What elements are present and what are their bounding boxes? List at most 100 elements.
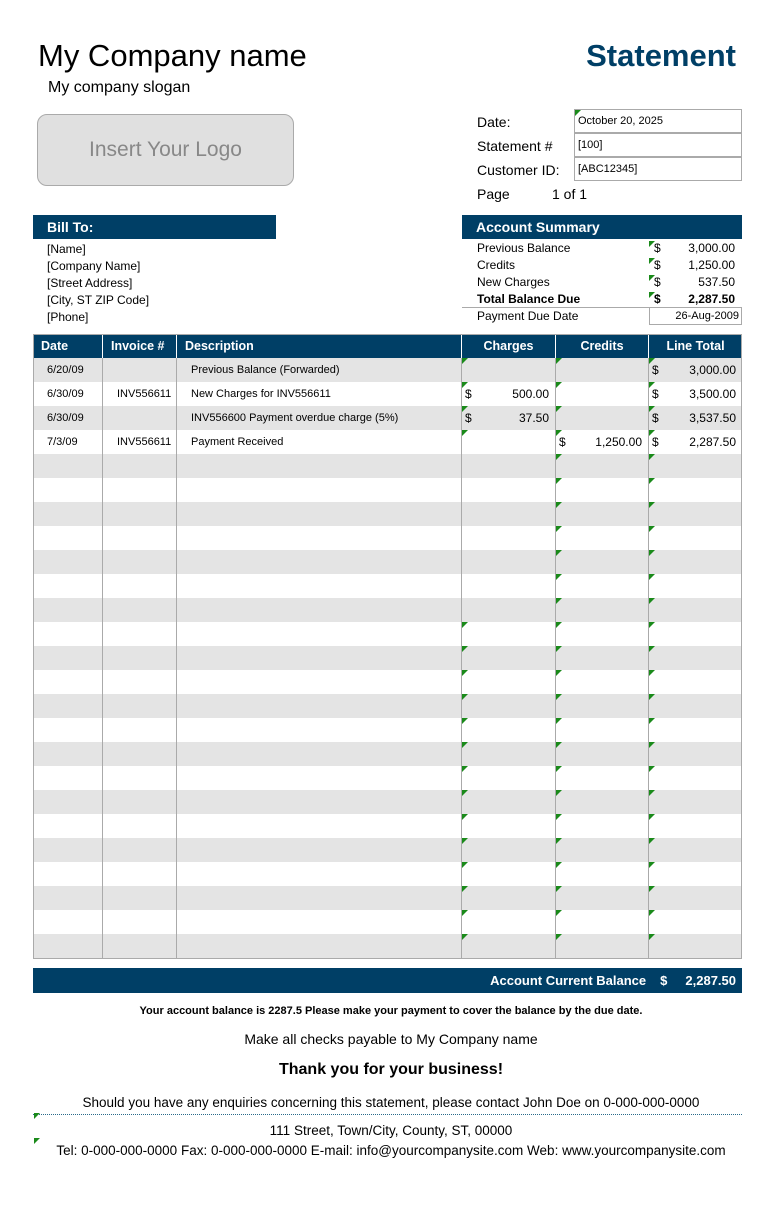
amount-cell[interactable]: $3,000.00 xyxy=(649,358,742,382)
amount-cell[interactable] xyxy=(462,910,556,934)
date-cell[interactable] xyxy=(33,886,103,910)
amount-cell[interactable] xyxy=(556,598,649,622)
description-cell[interactable] xyxy=(177,742,462,766)
column-header[interactable]: Charges xyxy=(462,334,556,358)
amount-cell[interactable] xyxy=(462,646,556,670)
description-cell[interactable] xyxy=(177,910,462,934)
description-cell[interactable] xyxy=(177,670,462,694)
date-cell[interactable] xyxy=(33,670,103,694)
description-cell[interactable] xyxy=(177,886,462,910)
invoice-cell[interactable]: INV556611 xyxy=(103,382,177,406)
amount-cell[interactable] xyxy=(649,550,742,574)
amount-cell[interactable] xyxy=(462,454,556,478)
amount-cell[interactable] xyxy=(649,886,742,910)
invoice-cell[interactable] xyxy=(103,790,177,814)
amount-cell[interactable] xyxy=(556,550,649,574)
description-cell[interactable]: Payment Received xyxy=(177,430,462,454)
amount-cell[interactable]: $3,537.50 xyxy=(649,406,742,430)
invoice-cell[interactable] xyxy=(103,550,177,574)
amount-cell[interactable] xyxy=(649,718,742,742)
description-cell[interactable] xyxy=(177,454,462,478)
column-header[interactable]: Credits xyxy=(556,334,649,358)
amount-cell[interactable] xyxy=(556,862,649,886)
amount-cell[interactable] xyxy=(556,718,649,742)
description-cell[interactable] xyxy=(177,550,462,574)
date-cell[interactable] xyxy=(33,550,103,574)
bill-to-phone[interactable]: [Phone] xyxy=(47,310,89,324)
date-cell[interactable] xyxy=(33,478,103,502)
amount-cell[interactable] xyxy=(556,814,649,838)
amount-cell[interactable] xyxy=(462,550,556,574)
date-cell[interactable] xyxy=(33,598,103,622)
amount-cell[interactable] xyxy=(649,670,742,694)
amount-cell[interactable] xyxy=(462,670,556,694)
date-cell[interactable] xyxy=(33,526,103,550)
date-cell[interactable]: 7/3/09 xyxy=(33,430,103,454)
date-cell[interactable] xyxy=(33,646,103,670)
logo-placeholder[interactable]: Insert Your Logo xyxy=(37,114,294,186)
amount-cell[interactable] xyxy=(649,646,742,670)
date-cell[interactable] xyxy=(33,694,103,718)
amount-cell[interactable] xyxy=(649,526,742,550)
date-cell[interactable] xyxy=(33,838,103,862)
date-cell[interactable] xyxy=(33,742,103,766)
amount-cell[interactable] xyxy=(556,406,649,430)
amount-cell[interactable] xyxy=(462,526,556,550)
date-cell[interactable] xyxy=(33,862,103,886)
amount-cell[interactable] xyxy=(556,574,649,598)
bill-to-company[interactable]: [Company Name] xyxy=(47,259,141,273)
invoice-cell[interactable] xyxy=(103,526,177,550)
column-header[interactable]: Invoice # xyxy=(103,334,177,358)
amount-cell[interactable] xyxy=(556,934,649,958)
amount-cell[interactable] xyxy=(462,766,556,790)
amount-cell[interactable] xyxy=(649,598,742,622)
invoice-cell[interactable] xyxy=(103,502,177,526)
description-cell[interactable]: New Charges for INV556611 xyxy=(177,382,462,406)
amount-cell[interactable] xyxy=(556,766,649,790)
amount-cell[interactable] xyxy=(556,502,649,526)
amount-cell[interactable]: $37.50 xyxy=(462,406,556,430)
amount-cell[interactable]: $500.00 xyxy=(462,382,556,406)
amount-cell[interactable] xyxy=(649,766,742,790)
amount-cell[interactable] xyxy=(462,598,556,622)
description-cell[interactable] xyxy=(177,790,462,814)
amount-cell[interactable] xyxy=(462,742,556,766)
amount-cell[interactable] xyxy=(462,718,556,742)
amount-cell[interactable] xyxy=(556,742,649,766)
amount-cell[interactable] xyxy=(462,934,556,958)
amount-cell[interactable] xyxy=(556,382,649,406)
invoice-cell[interactable] xyxy=(103,670,177,694)
amount-cell[interactable] xyxy=(462,694,556,718)
amount-cell[interactable] xyxy=(556,526,649,550)
description-cell[interactable] xyxy=(177,862,462,886)
date-cell[interactable] xyxy=(33,454,103,478)
invoice-cell[interactable] xyxy=(103,886,177,910)
due-date-value[interactable]: 26-Aug-2009 xyxy=(649,307,742,325)
description-cell[interactable] xyxy=(177,598,462,622)
date-cell[interactable]: 6/30/09 xyxy=(33,406,103,430)
statement-field[interactable]: [100] xyxy=(574,133,742,157)
amount-cell[interactable] xyxy=(462,790,556,814)
amount-cell[interactable] xyxy=(556,622,649,646)
amount-cell[interactable] xyxy=(462,886,556,910)
invoice-cell[interactable]: INV556611 xyxy=(103,430,177,454)
amount-cell[interactable] xyxy=(556,694,649,718)
date-cell[interactable] xyxy=(33,766,103,790)
description-cell[interactable] xyxy=(177,718,462,742)
amount-cell[interactable] xyxy=(649,910,742,934)
description-cell[interactable]: Previous Balance (Forwarded) xyxy=(177,358,462,382)
amount-cell[interactable] xyxy=(649,862,742,886)
amount-cell[interactable] xyxy=(649,790,742,814)
amount-cell[interactable] xyxy=(462,862,556,886)
amount-cell[interactable] xyxy=(462,502,556,526)
invoice-cell[interactable] xyxy=(103,454,177,478)
description-cell[interactable] xyxy=(177,574,462,598)
amount-cell[interactable] xyxy=(649,934,742,958)
description-cell[interactable] xyxy=(177,814,462,838)
invoice-cell[interactable] xyxy=(103,478,177,502)
amount-cell[interactable] xyxy=(462,430,556,454)
amount-cell[interactable]: $3,500.00 xyxy=(649,382,742,406)
description-cell[interactable] xyxy=(177,478,462,502)
amount-cell[interactable] xyxy=(649,502,742,526)
amount-cell[interactable] xyxy=(649,814,742,838)
